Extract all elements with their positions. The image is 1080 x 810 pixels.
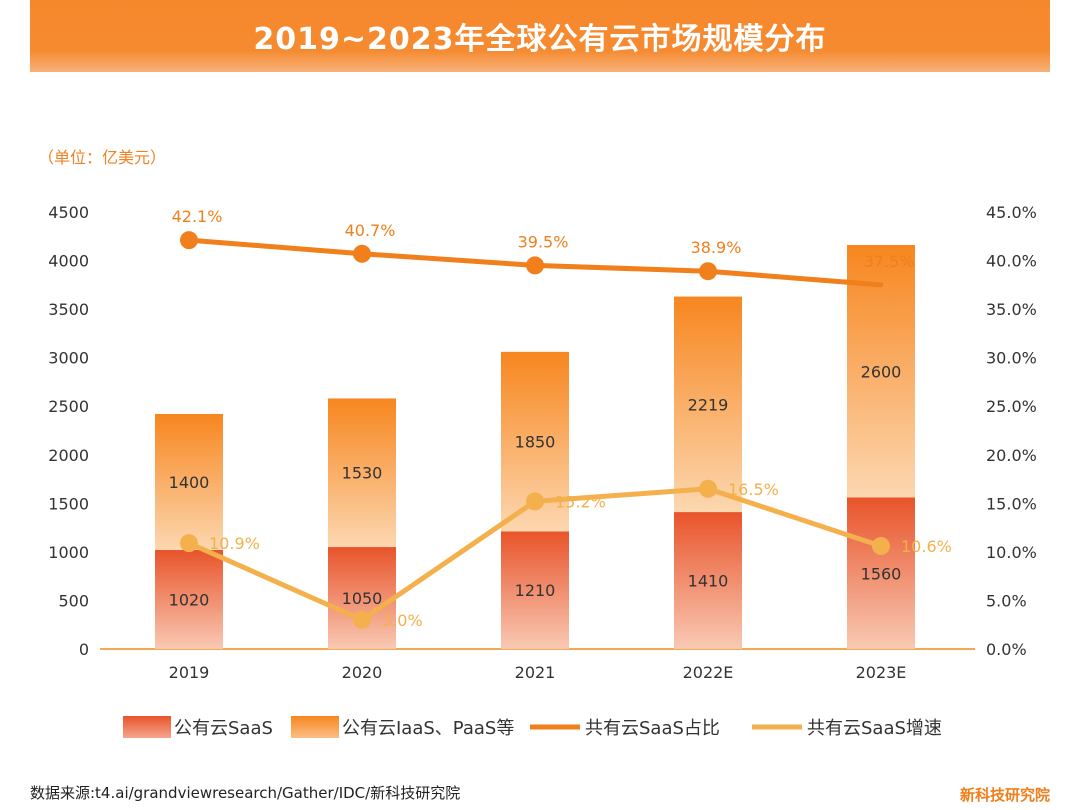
bar-saas bbox=[155, 549, 223, 649]
growth-data-label: 16.5% bbox=[728, 480, 779, 499]
y-tick-label: 0 bbox=[79, 640, 89, 659]
unit-label: （单位：亿美元） bbox=[38, 148, 166, 167]
bar-saas-value: 1050 bbox=[342, 589, 383, 608]
y2-tick-label: 40.0% bbox=[986, 252, 1037, 271]
y2-tick-label: 0.0% bbox=[986, 640, 1027, 659]
y-tick-label: 500 bbox=[58, 591, 89, 610]
x-tick-label: 2020 bbox=[342, 663, 383, 682]
bar-iaas-value: 1400 bbox=[169, 473, 210, 492]
y2-tick-label: 30.0% bbox=[986, 349, 1037, 368]
x-tick-label: 2021 bbox=[515, 663, 556, 682]
legend-label: 共有云SaaS占比 bbox=[585, 718, 720, 739]
y-tick-label: 3500 bbox=[48, 300, 89, 319]
bar-saas-value: 1210 bbox=[515, 581, 556, 600]
growth-point bbox=[872, 537, 890, 556]
share-point bbox=[180, 231, 198, 250]
y2-tick-label: 35.0% bbox=[986, 300, 1037, 319]
growth-point bbox=[526, 492, 544, 511]
growth-point bbox=[353, 610, 371, 629]
bar-iaas bbox=[674, 296, 742, 513]
legend-label: 共有云SaaS增速 bbox=[807, 718, 942, 739]
y-tick-label: 2000 bbox=[48, 446, 89, 465]
y-tick-label: 4500 bbox=[48, 203, 89, 222]
bar-iaas-value: 1530 bbox=[342, 464, 383, 483]
growth-data-label: 10.6% bbox=[901, 537, 952, 556]
share-data-label: 39.5% bbox=[518, 232, 569, 251]
share-data-label: 42.1% bbox=[172, 207, 223, 226]
bar-iaas bbox=[328, 398, 396, 548]
brand-label: 新科技研究院 bbox=[959, 786, 1050, 804]
y2-tick-label: 5.0% bbox=[986, 591, 1027, 610]
growth-data-label: 3.0% bbox=[382, 611, 423, 630]
growth-point bbox=[699, 479, 717, 498]
legend-label: 公有云SaaS bbox=[174, 718, 273, 739]
bar-saas-value: 1410 bbox=[688, 572, 729, 591]
x-tick-label: 2019 bbox=[169, 663, 210, 682]
share-data-label: 37.5% bbox=[864, 252, 915, 271]
legend-swatch bbox=[123, 716, 171, 738]
bar-iaas-value: 2219 bbox=[688, 395, 729, 414]
share-point bbox=[353, 244, 371, 263]
y2-tick-label: 25.0% bbox=[986, 397, 1037, 416]
bar-saas bbox=[847, 497, 915, 649]
bar-saas bbox=[674, 512, 742, 649]
share-point bbox=[699, 262, 717, 281]
y-tick-label: 3000 bbox=[48, 349, 89, 368]
x-tick-label: 2023E bbox=[856, 663, 907, 682]
chart-title: 2019~2023年全球公有云市场规模分布 bbox=[253, 22, 827, 57]
legend-swatch bbox=[291, 716, 339, 738]
share-data-label: 38.9% bbox=[691, 238, 742, 257]
growth-data-label: 15.2% bbox=[555, 492, 606, 511]
title-banner: 2019~2023年全球公有云市场规模分布 bbox=[30, 0, 1050, 72]
bar-iaas bbox=[155, 413, 223, 550]
y2-tick-label: 10.0% bbox=[986, 543, 1037, 562]
share-point bbox=[526, 256, 544, 275]
y-tick-label: 2500 bbox=[48, 397, 89, 416]
y-tick-label: 1000 bbox=[48, 543, 89, 562]
growth-data-label: 10.9% bbox=[209, 534, 260, 553]
chart-area: （单位：亿美元） 0 500 1000 1500 2000 2500 3000 3500 400… bbox=[38, 148, 1037, 739]
bar-saas-value: 1560 bbox=[861, 564, 902, 583]
y-tick-label: 4000 bbox=[48, 252, 89, 271]
y2-tick-label: 15.0% bbox=[986, 494, 1037, 513]
bar-iaas-value: 2600 bbox=[861, 362, 902, 381]
bar-saas bbox=[501, 531, 569, 649]
y2-tick-label: 20.0% bbox=[986, 446, 1037, 465]
share-data-label: 40.7% bbox=[345, 221, 396, 240]
x-tick-label: 2022E bbox=[683, 663, 734, 682]
bar-saas bbox=[328, 547, 396, 649]
data-source: 数据来源:t4.ai/grandviewresearch/Gather/IDC/… bbox=[30, 784, 461, 802]
y-tick-label: 1500 bbox=[48, 494, 89, 513]
bar-saas-value: 1020 bbox=[169, 590, 210, 609]
bar-iaas-value: 1850 bbox=[515, 433, 556, 452]
y2-tick-label: 45.0% bbox=[986, 203, 1037, 222]
growth-point bbox=[180, 534, 198, 553]
legend-label: 公有云IaaS、PaaS等 bbox=[342, 718, 514, 739]
